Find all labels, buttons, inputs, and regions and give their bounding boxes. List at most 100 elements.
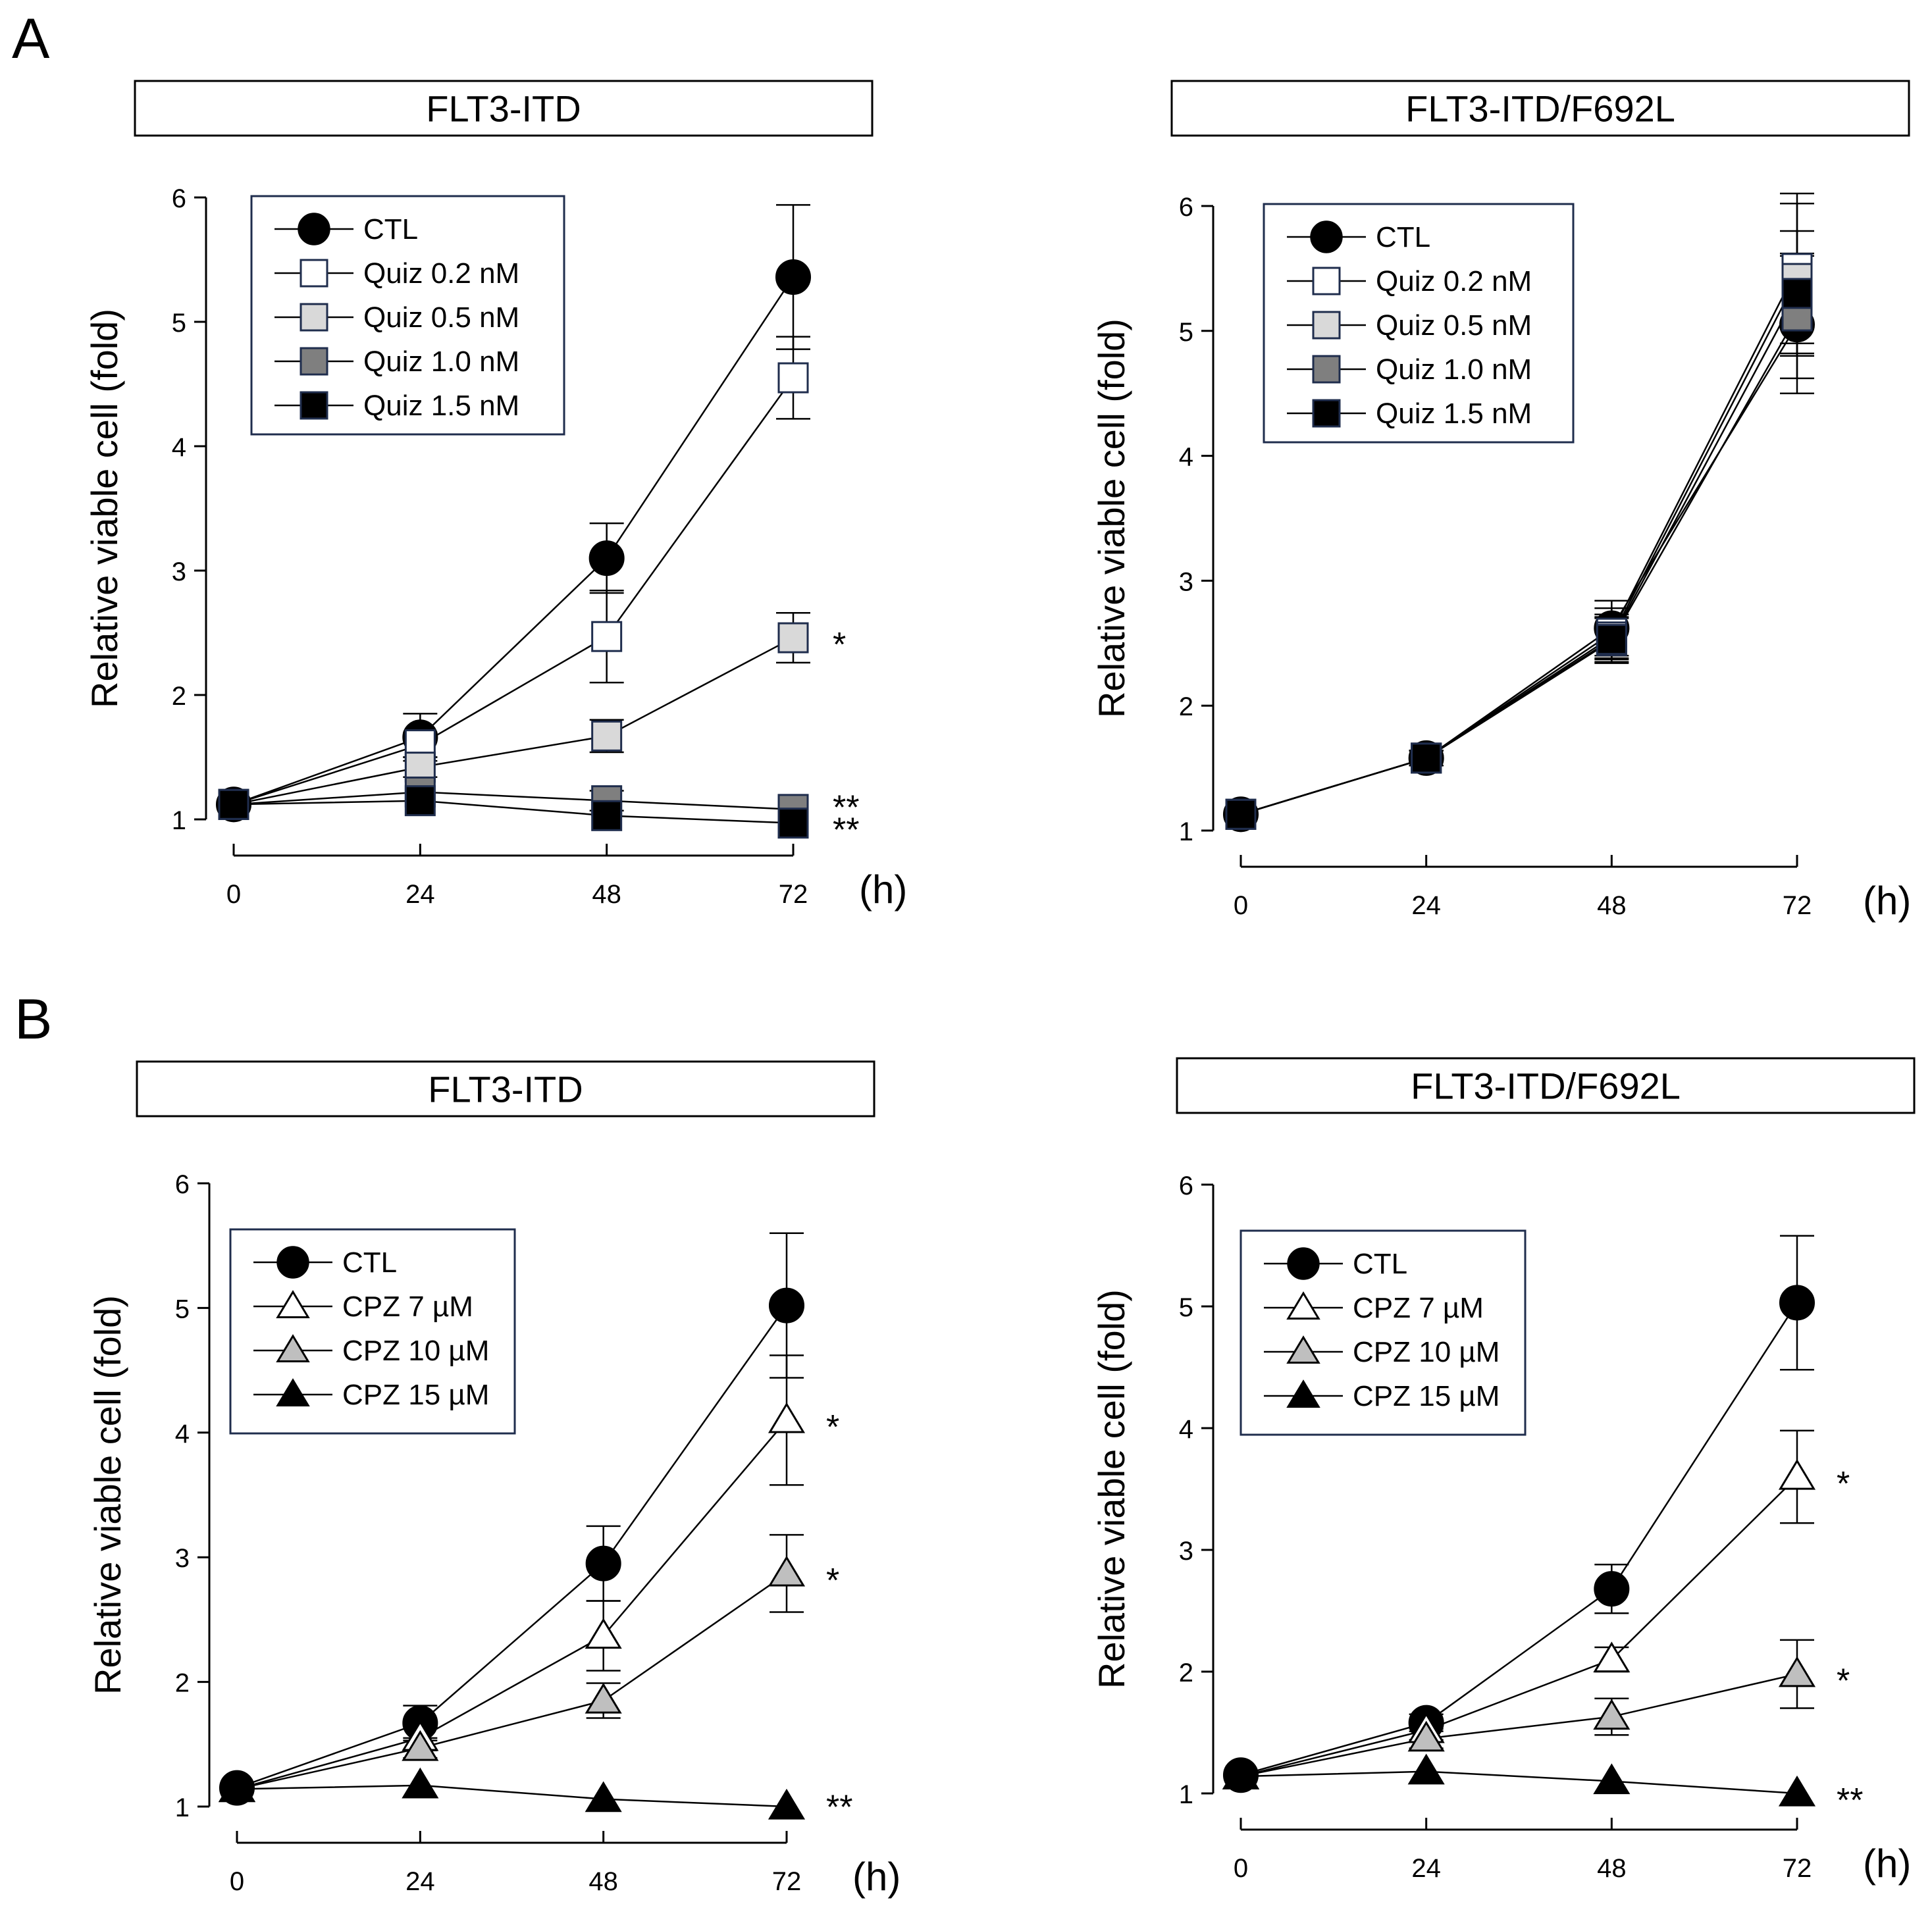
y-axis-label: Relative viable cell (fold) (1091, 1289, 1132, 1689)
data-point (1779, 1285, 1815, 1321)
data-point (591, 720, 623, 752)
y-tick-label: 5 (175, 1295, 190, 1323)
legend-marker (276, 1378, 310, 1406)
data-point (402, 1767, 439, 1799)
data-point (768, 1402, 806, 1433)
significance-label: ** (833, 811, 859, 850)
x-tick-label: 48 (1597, 891, 1627, 920)
series-line (1240, 1673, 1798, 1778)
series-line (233, 800, 794, 824)
series-line (1240, 293, 1798, 815)
significance-label: * (826, 1562, 839, 1600)
data-point (1781, 278, 1813, 309)
legend-marker (1312, 355, 1341, 384)
significance-label: * (826, 1408, 839, 1447)
data-point (777, 808, 809, 839)
data-point (1407, 1753, 1445, 1785)
legend-marker (276, 1246, 309, 1279)
data-point (1593, 1641, 1631, 1673)
data-point (1778, 1775, 1816, 1807)
chart-flt3-itd-quiz: FLT3-ITD 1 2 3 4 5 6 Relative viable cell (fold… (84, 80, 907, 912)
data-point (768, 1555, 806, 1587)
x-axis-unit: (h) (1863, 1841, 1911, 1886)
y-tick-label: 4 (1179, 443, 1193, 472)
legend-marker (300, 347, 328, 376)
legend-marker (300, 259, 328, 288)
legend-marker (276, 1290, 310, 1318)
legend-label: CPZ 10 µM (342, 1335, 489, 1367)
data-point (1225, 798, 1257, 830)
legend-marker (1286, 1379, 1320, 1408)
legend-marker (1312, 267, 1341, 295)
x-axis-unit: (h) (859, 867, 907, 912)
data-point (591, 800, 623, 831)
panel-label-a: A (12, 7, 50, 70)
y-tick-label: 3 (1179, 567, 1193, 596)
series-line (236, 1784, 787, 1808)
y-tick-label: 2 (1179, 692, 1193, 721)
y-tick-label: 6 (1179, 193, 1193, 222)
panel-label-b: B (14, 988, 52, 1051)
chart-title: FLT3-ITD/F692L (1411, 1066, 1681, 1107)
x-tick-label: 0 (1234, 891, 1248, 920)
title-box (136, 1060, 875, 1118)
significance-label: ** (826, 1789, 852, 1827)
data-point (1593, 1763, 1631, 1795)
series-line (1240, 1476, 1798, 1778)
y-tick-label: 4 (1179, 1415, 1193, 1444)
title-box (1176, 1057, 1916, 1114)
series-line (236, 1420, 787, 1790)
series-line (1240, 1302, 1798, 1776)
legend-label: Quiz 0.5 nM (363, 301, 519, 334)
chart-flt3-itd-f692l-quiz: FLT3-ITD/F692L 1 2 3 4 5 6 Relative viable cell… (1091, 80, 1911, 923)
data-point (591, 621, 623, 652)
data-point (1778, 1458, 1816, 1490)
y-tick-label: 1 (1179, 817, 1193, 846)
legend-marker (1286, 1291, 1320, 1320)
data-point (1594, 1571, 1630, 1607)
x-tick-label: 72 (1783, 1854, 1812, 1883)
data-point (768, 1287, 805, 1323)
x-tick-label: 48 (588, 1867, 618, 1896)
y-axis-label: Relative viable cell (fold) (87, 1295, 128, 1695)
x-tick-label: 24 (405, 1867, 435, 1896)
y-tick-label: 6 (172, 184, 186, 213)
x-tick-label: 24 (1411, 1854, 1441, 1883)
data-point (402, 1730, 439, 1761)
chart-flt3-itd-f692l-cpz: FLT3-ITD/F692L 1 2 3 4 5 6 Relative viable cell… (1091, 1057, 1916, 1886)
y-tick-label: 1 (1179, 1780, 1193, 1809)
legend-label: Quiz 0.5 nM (1376, 309, 1532, 342)
y-tick-label: 5 (1179, 318, 1193, 347)
chart-flt3-itd-cpz: FLT3-ITD 1 2 3 4 5 6 Relative viable cell (fold… (87, 1060, 901, 1899)
legend-marker (276, 1334, 310, 1362)
legend-marker (300, 303, 328, 332)
legend-marker (1286, 1335, 1320, 1364)
y-tick-label: 2 (1179, 1658, 1193, 1687)
data-point (1596, 624, 1627, 655)
series-line (236, 1572, 787, 1790)
legend-marker (300, 391, 328, 420)
series-line (233, 377, 795, 806)
x-tick-label: 48 (1597, 1854, 1627, 1883)
y-axis-label: Relative viable cell (fold) (1091, 319, 1132, 718)
data-point (1778, 1656, 1816, 1687)
legend-marker (1310, 220, 1343, 253)
chart-title: FLT3-ITD (426, 88, 581, 130)
significance-label: ** (833, 789, 859, 827)
data-point (775, 259, 812, 295)
y-tick-label: 1 (175, 1793, 190, 1822)
data-point (588, 540, 625, 577)
y-tick-label: 2 (175, 1669, 190, 1698)
legend-label: CPZ 15 µM (342, 1379, 489, 1411)
series-line (1240, 1770, 1798, 1795)
y-tick-label: 3 (172, 557, 186, 586)
legend-label: CTL (342, 1246, 397, 1279)
y-tick-label: 5 (1179, 1293, 1193, 1322)
x-tick-label: 48 (592, 880, 621, 909)
data-point (404, 785, 436, 817)
x-tick-label: 0 (1234, 1854, 1248, 1883)
x-tick-label: 72 (772, 1867, 802, 1896)
data-point (585, 1545, 621, 1581)
legend-label: Quiz 1.5 nM (363, 390, 519, 422)
